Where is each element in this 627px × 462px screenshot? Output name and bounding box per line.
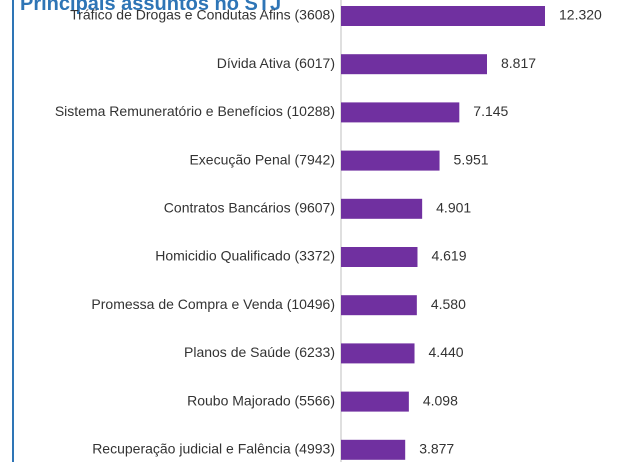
value-label: 3.877 bbox=[419, 441, 454, 457]
value-label: 4.619 bbox=[431, 248, 466, 264]
bar bbox=[341, 343, 415, 364]
category-label: Contratos Bancários (9607) bbox=[164, 200, 335, 216]
category-label: Recuperação judicial e Falência (4993) bbox=[92, 441, 335, 457]
value-label: 4.440 bbox=[429, 344, 464, 360]
value-label: 4.901 bbox=[436, 200, 471, 216]
category-label: Homicidio Qualificado (3372) bbox=[155, 248, 335, 264]
bar bbox=[341, 102, 460, 123]
category-label: Planos de Saúde (6233) bbox=[184, 344, 335, 360]
chart-title: Principais assuntos no STJ bbox=[20, 0, 281, 15]
category-label: Promessa de Compra e Venda (10496) bbox=[91, 296, 335, 312]
bar bbox=[341, 391, 409, 412]
bar bbox=[341, 439, 406, 460]
value-label: 5.951 bbox=[454, 151, 489, 167]
bar bbox=[341, 295, 417, 316]
bar bbox=[341, 198, 423, 219]
value-label: 7.145 bbox=[473, 103, 508, 119]
value-label: 12.320 bbox=[559, 7, 602, 23]
category-label: Dívida Ativa (6017) bbox=[217, 55, 335, 71]
bar bbox=[341, 247, 418, 267]
category-label: Tráfico de Drogas e Condutas Afins (3608… bbox=[70, 7, 335, 23]
bar bbox=[341, 54, 487, 75]
value-label: 8.817 bbox=[501, 55, 536, 71]
category-label: Sistema Remuneratório e Benefícios (1028… bbox=[55, 103, 335, 119]
value-label: 4.580 bbox=[431, 296, 466, 312]
bar bbox=[341, 6, 545, 26]
category-label: Execução Penal (7942) bbox=[189, 151, 335, 167]
category-label: Roubo Majorado (5566) bbox=[187, 392, 335, 408]
value-label: 4.098 bbox=[423, 392, 458, 408]
bar bbox=[341, 150, 440, 171]
